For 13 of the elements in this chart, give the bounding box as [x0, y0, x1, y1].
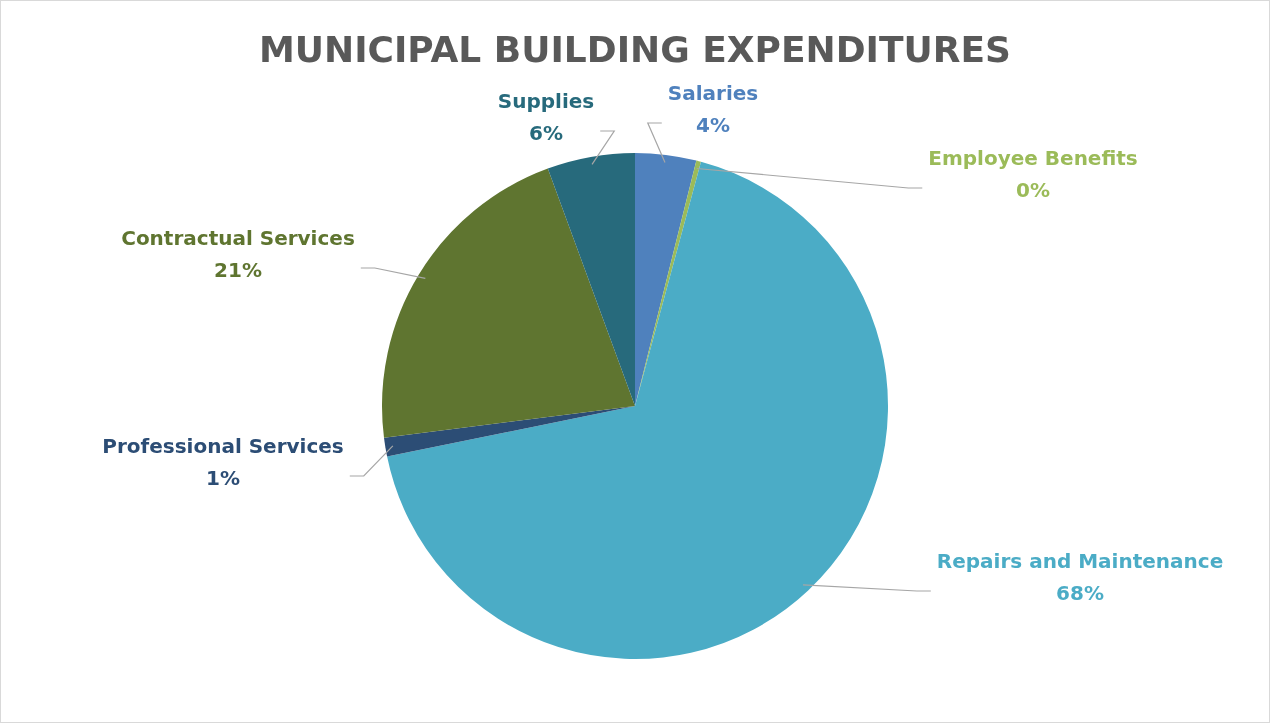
data-label: 4% — [696, 113, 730, 138]
slice-label: Professional Services — [102, 434, 344, 459]
slice-label: Repairs and Maintenance — [936, 549, 1224, 574]
data-label: 6% — [529, 121, 563, 146]
data-label: 0% — [1016, 178, 1050, 203]
chart-title: MUNICIPAL BUILDING EXPENDITURES — [257, 29, 1013, 70]
data-label: 21% — [214, 258, 262, 283]
slice-label: Salaries — [667, 81, 759, 106]
slice-label: Supplies — [497, 89, 595, 114]
data-label: 68% — [1056, 581, 1104, 606]
slice-label: Employee Benefits — [928, 146, 1138, 171]
data-label: 1% — [206, 466, 240, 491]
slice-label: Contractual Services — [121, 226, 355, 251]
